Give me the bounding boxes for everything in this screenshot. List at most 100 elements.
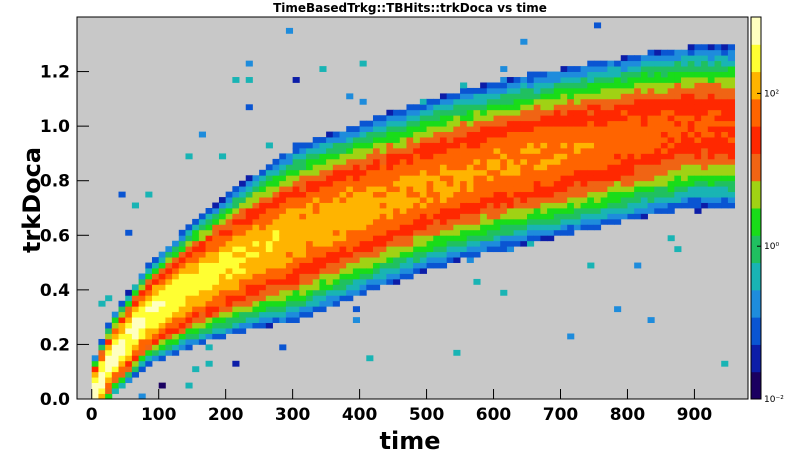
heatmap-cell (614, 186, 622, 193)
heatmap-cell (466, 115, 474, 122)
heatmap-cell (433, 115, 441, 122)
heatmap-cell (265, 306, 273, 313)
heatmap-cell (198, 333, 206, 340)
heatmap-cell (406, 147, 414, 154)
heatmap-cell (460, 115, 468, 122)
heatmap-cell (218, 311, 227, 318)
heatmap-cell (446, 229, 454, 236)
heatmap-cell (634, 158, 642, 165)
heatmap-cell (533, 115, 541, 122)
heatmap-cell (259, 186, 267, 193)
heatmap-cell (272, 268, 280, 274)
heatmap-cell (319, 66, 327, 72)
heatmap-cell (352, 142, 360, 149)
heatmap-cell (480, 158, 488, 165)
heatmap-cell (413, 197, 421, 203)
heatmap-cell (413, 169, 421, 176)
heatmap-cell (158, 268, 166, 274)
heatmap-cell (493, 186, 501, 193)
heatmap-cell (533, 218, 541, 225)
heatmap-cell (252, 306, 260, 313)
heatmap-cell (727, 98, 736, 105)
heatmap-cell (245, 251, 253, 258)
heatmap-cell (372, 164, 381, 171)
heatmap-cell (399, 262, 407, 269)
heatmap-cell (620, 71, 628, 78)
heatmap-cell (372, 120, 381, 127)
heatmap-cell (111, 338, 119, 345)
heatmap-cell (239, 262, 247, 269)
plot-frame (76, 16, 749, 400)
heatmap-cell (312, 186, 320, 193)
heatmap-cell (714, 126, 722, 132)
heatmap-cell (480, 240, 488, 247)
heatmap-cell (453, 191, 461, 198)
heatmap-cell (707, 131, 715, 138)
heatmap-cell (573, 169, 581, 176)
heatmap-cell (118, 300, 126, 307)
heatmap-cell (587, 186, 595, 193)
heatmap-cell (359, 197, 367, 203)
heatmap-cell (634, 77, 642, 83)
heatmap-cell (359, 158, 367, 165)
heatmap-cell (714, 77, 722, 83)
heatmap-cell (279, 208, 287, 214)
heatmap-cell (466, 142, 474, 149)
heatmap-cell (225, 278, 233, 285)
heatmap-cell (299, 306, 307, 313)
heatmap-cell (727, 44, 736, 51)
heatmap-cell (627, 137, 635, 143)
heatmap-cell (500, 218, 508, 225)
heatmap-cell (239, 229, 247, 236)
x-tick-label: 400 (342, 405, 378, 425)
heatmap-cell (727, 191, 736, 198)
heatmap-cell (560, 169, 568, 176)
heatmap-cell (567, 93, 575, 100)
heatmap-cell (527, 180, 535, 187)
heatmap-cell (553, 109, 561, 116)
heatmap-cell (567, 158, 575, 165)
heatmap-cell (640, 153, 648, 160)
heatmap-cell (667, 66, 675, 72)
heatmap-cell (660, 93, 669, 100)
heatmap-cell (560, 218, 568, 225)
heatmap-cell (473, 213, 481, 220)
heatmap-cell (473, 87, 481, 94)
heatmap-cell (292, 311, 300, 318)
heatmap-cell (453, 126, 461, 132)
heatmap-cell (91, 355, 99, 362)
heatmap-cell (386, 120, 394, 127)
heatmap-cell (326, 284, 334, 291)
heatmap-cell (553, 197, 561, 203)
heatmap-cell (198, 289, 206, 296)
heatmap-cell (553, 98, 561, 105)
heatmap-cell (359, 218, 367, 225)
heatmap-cell (560, 104, 568, 111)
heatmap-cell (279, 295, 287, 302)
heatmap-cell (439, 147, 448, 154)
heatmap-cell (212, 322, 220, 329)
heatmap-cell (480, 186, 488, 193)
heatmap-cell (500, 98, 508, 105)
heatmap-cell (607, 126, 615, 132)
heatmap-cell (727, 153, 736, 160)
heatmap-cell (125, 338, 133, 345)
heatmap-cell (433, 164, 441, 171)
heatmap-cell (299, 224, 307, 231)
heatmap-cell (714, 147, 722, 154)
heatmap-cell (225, 257, 233, 263)
heatmap-cell (500, 137, 508, 143)
heatmap-cell (292, 218, 300, 225)
heatmap-cell (486, 131, 494, 138)
heatmap-cell (687, 49, 695, 56)
heatmap-cell (553, 147, 561, 154)
heatmap-cell (332, 175, 340, 182)
heatmap-cell (640, 202, 648, 209)
heatmap-cell (252, 300, 260, 307)
heatmap-cell (593, 218, 602, 225)
heatmap-cell (486, 142, 494, 149)
heatmap-cell (393, 224, 401, 231)
heatmap-cell (131, 371, 140, 378)
heatmap-cell (527, 109, 535, 116)
heatmap-cell (667, 126, 675, 132)
